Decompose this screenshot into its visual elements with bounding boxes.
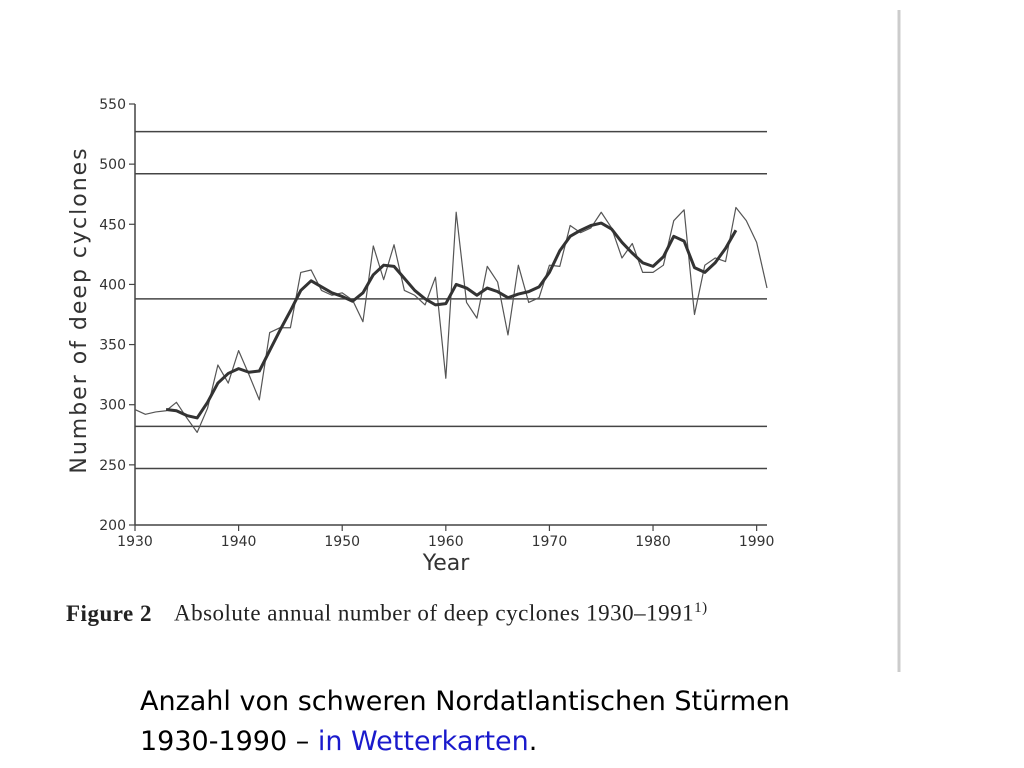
- y-tick-label: 300: [99, 398, 126, 414]
- y-tick-label: 450: [99, 217, 126, 233]
- y-tick-label: 400: [99, 277, 126, 293]
- slide-text-part: .: [528, 726, 538, 757]
- x-tick-label: 1950: [324, 534, 360, 550]
- caption-note: 1): [694, 600, 708, 616]
- y-tick-label: 200: [99, 518, 126, 534]
- x-tick-label: 1940: [221, 534, 257, 550]
- slide-line: 1930-1990 – in Wetterkarten.: [140, 722, 790, 762]
- x-tick-label: 1930: [117, 534, 153, 550]
- y-tick-label: 350: [99, 338, 126, 354]
- x-axis-label: Year: [422, 551, 471, 576]
- figure-caption: Figure 2 Absolute annual number of deep c…: [66, 594, 796, 628]
- caption-label: Figure 2: [66, 600, 152, 626]
- x-tick-label: 1990: [739, 534, 775, 550]
- slide-text: Anzahl von schweren Nordatlantischen Stü…: [140, 682, 790, 762]
- data-line: [165, 221, 738, 420]
- slide-line: Anzahl von schweren Nordatlantischen Stü…: [140, 686, 790, 717]
- x-tick-label: 1980: [635, 534, 671, 550]
- x-tick-label: 1970: [532, 534, 568, 550]
- y-tick-label: 550: [99, 97, 126, 113]
- slide-text-part: 1930-1990 –: [140, 726, 310, 757]
- x-tick-label: 1960: [428, 534, 464, 550]
- slide-highlight: in Wetterkarten: [317, 726, 529, 757]
- y-tick-label: 250: [99, 458, 126, 474]
- y-tick-label: 500: [99, 157, 126, 173]
- y-axis-label: Number of deep cyclones: [67, 146, 92, 473]
- caption-text: Absolute annual number of deep cyclones …: [173, 600, 695, 626]
